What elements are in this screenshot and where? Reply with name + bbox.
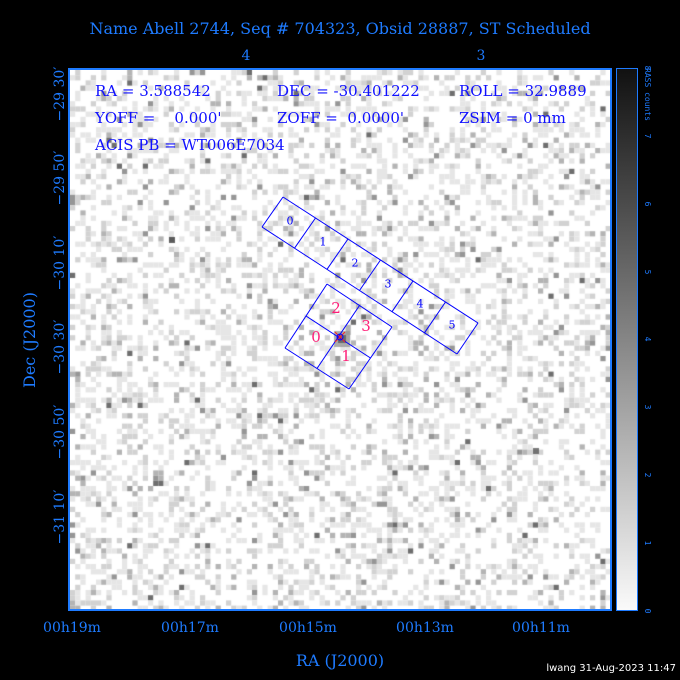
footer-timestamp: lwang 31-Aug-2023 11:47	[546, 663, 676, 674]
colorbar	[616, 68, 638, 611]
y-axis-label: Dec (J2000)	[20, 292, 39, 388]
colorbar-tick-label: 3	[642, 404, 652, 410]
colorbar-tick-label: 0	[642, 608, 652, 614]
colorbar-tick-label: 4	[642, 336, 652, 342]
acis-s-chip-label: 1	[320, 236, 327, 249]
acis-s-chip-divider	[359, 259, 381, 291]
acis-s-chip-label: 3	[385, 278, 392, 291]
y-tick-label: −30 30′	[52, 319, 68, 375]
x-tick-label: 00h11m	[512, 620, 570, 636]
zsim-readout: ZSIM = 0 mm	[459, 109, 566, 127]
y-tick-label: −29 50′	[52, 150, 68, 206]
y-tick-label: −30 50′	[52, 404, 68, 460]
x-tick-label: 00h13m	[396, 620, 454, 636]
acis-s-chip-divider	[294, 217, 316, 249]
sky-image-plot: 0 1 2 3 4 5 0 1 2 3 RA = 3.588542 DEC = -30.40122…	[68, 68, 612, 611]
acis-pb-readout: ACIS PB = WT006E7034	[95, 136, 285, 154]
aimpoint-marker	[334, 331, 346, 343]
acis-s-chip-divider	[424, 301, 446, 334]
roll-readout: ROLL = 32.9889	[459, 82, 587, 100]
colorbar-label: RASS counts	[643, 68, 652, 121]
acis-s-outline	[261, 196, 284, 228]
colorbar-tick-label: 7	[642, 133, 652, 139]
colorbar-tick-label: 5	[642, 269, 652, 274]
acis-i-chip-label: 2	[331, 299, 341, 317]
acis-s-chip-label: 5	[449, 319, 456, 332]
acis-s-chip-divider	[326, 238, 349, 270]
acis-i-chip-label: 0	[311, 328, 321, 346]
plot-title: Name Abell 2744, Seq # 704323, Obsid 288…	[89, 19, 591, 38]
yoff-readout: YOFF = 0.000'	[95, 109, 222, 127]
acis-s-chip-label: 0	[287, 215, 294, 228]
x-tick-label: 00h15m	[279, 620, 337, 636]
target-marker	[336, 333, 344, 341]
x-tick-label: 00h19m	[43, 620, 101, 636]
colorbar-tick-label: 2	[642, 472, 652, 478]
acis-i-chip-label: 1	[341, 347, 351, 365]
acis-i-chip-divider	[305, 315, 371, 359]
acis-s-outline	[456, 322, 479, 355]
y-tick-label: −29 30′	[52, 66, 68, 122]
acis-s-chip-divider	[391, 280, 414, 312]
colorbar-tick-label: 6	[642, 201, 652, 207]
top-tick-label: 3	[476, 48, 486, 64]
ra-readout: RA = 3.588542	[95, 82, 211, 100]
zoff-readout: ZOFF = 0.0000'	[277, 109, 405, 127]
acis-i-chip-label: 3	[361, 317, 371, 335]
x-tick-label: 00h17m	[161, 620, 219, 636]
ccd-overlay: 0 1 2 3 4 5 0 1 2 3	[261, 196, 479, 390]
acis-s-chip-label: 4	[417, 298, 424, 311]
y-tick-label: −31 10′	[52, 489, 68, 545]
top-tick-label: 4	[241, 48, 251, 64]
colorbar-tick-label: 1	[642, 540, 652, 546]
acis-s-chip-label: 2	[352, 257, 359, 270]
x-axis-label: RA (J2000)	[295, 651, 385, 670]
dec-readout: DEC = -30.401222	[277, 82, 420, 100]
y-tick-label: −30 10′	[52, 235, 68, 291]
